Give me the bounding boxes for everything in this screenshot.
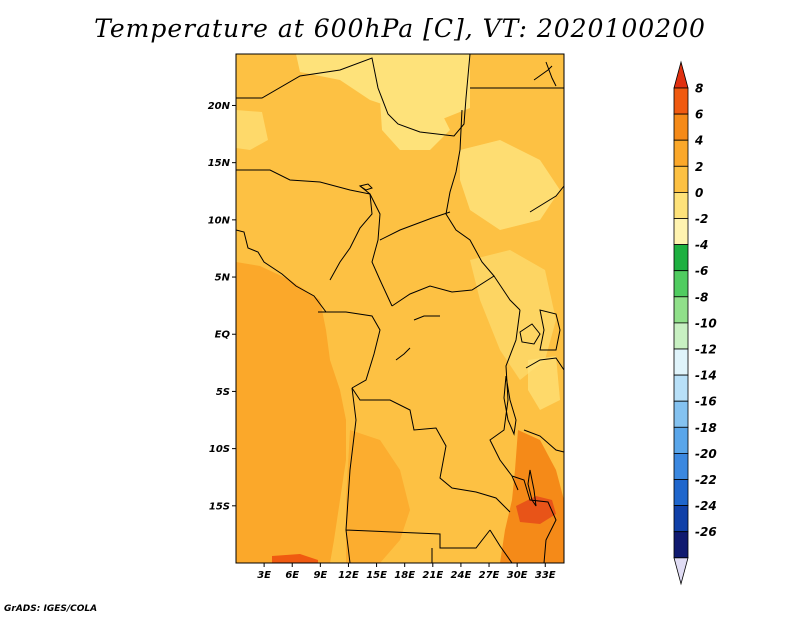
boundary-cameroon-gabon <box>318 311 381 389</box>
lon-tick-label: 27E <box>479 570 500 581</box>
field-lake-cool <box>528 356 560 410</box>
field-sw-streak <box>272 554 318 563</box>
colorbar-segment <box>673 296 689 324</box>
lon-tick-label: 33E <box>535 570 556 581</box>
field-mozambique-warm <box>500 430 564 563</box>
red-sea-coast <box>545 61 557 87</box>
field-nw-cool <box>236 110 268 150</box>
latitude-axis: 20N 15N 10N 5N EQ 5S 10S 15S <box>208 101 236 512</box>
lon-tick-label: 9E <box>313 570 327 581</box>
lon-tick-label: 15E <box>366 570 387 581</box>
colorbar-label: 2 <box>695 160 703 174</box>
river-congo-2 <box>395 347 411 361</box>
field-east-cool <box>470 250 556 380</box>
lat-tick-label: 15N <box>208 158 231 169</box>
colorbar-segment <box>673 452 689 480</box>
lat-tick-label: 15S <box>209 501 230 512</box>
lon-tick-label: 18E <box>394 570 415 581</box>
colorbar-label: -6 <box>695 264 708 278</box>
colorbar-label: 8 <box>695 82 703 96</box>
boundary-kenya-uganda <box>539 309 561 351</box>
colorbar-label: -10 <box>695 316 717 330</box>
colorbar-segment <box>673 244 689 272</box>
field-atlantic-warm <box>236 262 346 563</box>
colorbar-label: -20 <box>695 447 717 461</box>
country-boundaries <box>236 54 564 563</box>
lat-tick-label: 20N <box>208 101 231 112</box>
colorbar-segment <box>673 531 689 559</box>
lat-tick-label: EQ <box>215 330 231 341</box>
lake-chad <box>358 183 373 191</box>
lon-tick-label: 12E <box>338 570 359 581</box>
colorbar-segment <box>673 374 689 402</box>
lon-tick-label: 21E <box>422 570 443 581</box>
colorbar-label: -14 <box>695 369 717 383</box>
colorbar-top-triangle <box>673 60 689 89</box>
boundary-drc-west <box>351 387 511 513</box>
chart-title: Temperature at 600hPa [C], VT: 202010020… <box>94 14 706 43</box>
colorbar-segment <box>673 505 689 533</box>
field-hotspot <box>516 496 556 524</box>
river-congo-1 <box>413 315 440 321</box>
credit-text: GrADS: IGES/COLA <box>4 604 98 614</box>
temperature-field <box>236 54 564 563</box>
longitude-axis: 3E 6E 9E 12E 15E 18E 21E 24E 27E 30E 33E <box>257 563 556 581</box>
colorbar-segment <box>673 426 689 454</box>
colorbar-segment <box>673 348 689 376</box>
colorbar-label: -24 <box>695 499 717 513</box>
colorbar-segment <box>673 191 689 219</box>
colorbar-segment <box>673 87 689 115</box>
field-north-cool-3 <box>460 140 560 230</box>
lake-tanganyika <box>503 375 517 436</box>
lon-tick-label: 6E <box>285 570 299 581</box>
colorbar-segment <box>673 479 689 507</box>
lon-tick-label: 3E <box>257 570 271 581</box>
lon-tick-label: 30E <box>507 570 528 581</box>
lat-tick-label: 5S <box>216 387 230 398</box>
colorbar-label: -8 <box>695 290 708 304</box>
colorbar-segment <box>673 218 689 246</box>
lake-victoria <box>519 323 541 345</box>
boundary-drc-east <box>489 309 521 491</box>
map-frame <box>235 53 565 564</box>
boundary-sahara-north <box>236 54 471 137</box>
field-south-warm <box>346 430 410 563</box>
field-north-cool-2 <box>380 98 450 150</box>
boundary-tanzania <box>523 357 564 453</box>
colorbar-label: -2 <box>695 212 708 226</box>
colorbar-label: -22 <box>695 473 717 487</box>
colorbar: 8 6 4 2 0 -2 -4 -6 -8 -10 -12 -14 -16 -18 -20 -22 -24 -26 <box>673 60 717 586</box>
colorbar-label: -16 <box>695 395 717 409</box>
lat-tick-label: 5N <box>215 273 231 284</box>
colorbar-label: 6 <box>695 108 703 122</box>
colorbar-label: -26 <box>695 525 717 539</box>
colorbar-segment <box>673 270 689 298</box>
lon-tick-label: 24E <box>451 570 472 581</box>
colorbar-segment <box>673 400 689 428</box>
boundary-chad-cameroon <box>359 185 393 307</box>
colorbar-bottom-triangle <box>673 557 689 586</box>
lat-tick-label: 10N <box>208 215 231 226</box>
colorbar-segment <box>673 165 689 193</box>
lake-malawi <box>527 469 537 507</box>
boundary-zambia-zimbabwe <box>431 529 513 563</box>
boundary-car <box>379 211 521 311</box>
colorbar-label: -18 <box>695 421 717 435</box>
colorbar-segment <box>673 113 689 141</box>
colorbar-label: 0 <box>695 186 703 200</box>
colorbar-label: -12 <box>695 343 717 357</box>
boundary-mozambique <box>511 475 557 563</box>
colorbar-label: 4 <box>694 134 703 148</box>
boundary-angola-zambia <box>345 387 491 563</box>
colorbar-segment <box>673 322 689 350</box>
nile-delta-coast <box>533 65 553 81</box>
lat-tick-label: 10S <box>209 444 230 455</box>
boundary-ethiopia <box>529 185 564 213</box>
colorbar-segment <box>673 139 689 167</box>
boundary-west-coast <box>236 229 327 313</box>
boundary-chad-sudan <box>445 109 495 277</box>
colorbar-label: -4 <box>695 238 708 252</box>
